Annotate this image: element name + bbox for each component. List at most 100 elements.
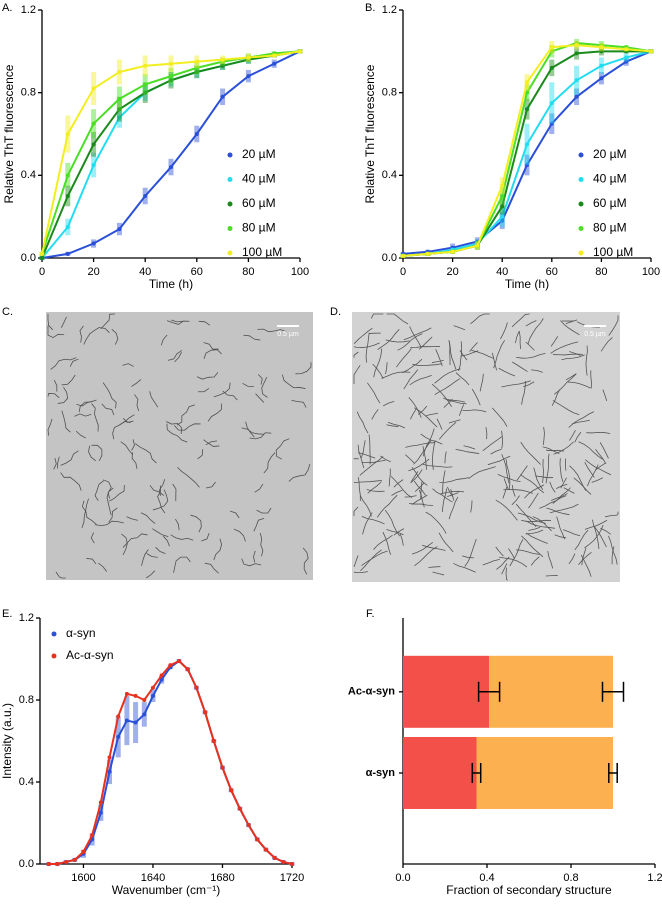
point xyxy=(220,94,225,99)
fibril xyxy=(413,480,426,496)
fibril xyxy=(353,365,361,385)
point xyxy=(500,218,505,223)
fibril xyxy=(256,507,272,514)
fibril xyxy=(605,511,619,518)
fibril xyxy=(75,430,87,439)
fibril xyxy=(131,439,135,451)
fibril xyxy=(198,320,211,326)
point xyxy=(281,859,286,864)
fibril xyxy=(574,529,589,551)
fibril xyxy=(233,528,246,542)
fibril xyxy=(201,533,210,542)
bar-segment xyxy=(403,736,477,809)
fibril xyxy=(242,382,254,387)
fibril xyxy=(134,443,157,464)
fibril xyxy=(86,558,97,565)
point xyxy=(72,857,77,862)
point xyxy=(177,659,182,664)
fibril xyxy=(57,386,69,404)
fibril xyxy=(411,541,434,555)
fibril xyxy=(408,397,422,418)
fibril xyxy=(411,471,419,482)
fibril xyxy=(524,484,545,499)
fibril xyxy=(207,403,223,422)
fibril xyxy=(359,456,384,476)
fibril xyxy=(439,477,469,483)
x-tick-label: 60 xyxy=(191,266,203,278)
point xyxy=(81,849,86,854)
fibril xyxy=(397,333,423,351)
fibril xyxy=(550,341,579,354)
error-bar xyxy=(608,762,618,783)
fibril xyxy=(584,524,604,549)
legend-label: 20 µM xyxy=(593,147,627,161)
point xyxy=(133,720,138,725)
fibril xyxy=(436,418,443,430)
x-axis-label: Wavenumber (cm⁻¹) xyxy=(112,883,221,897)
legend-label: 100 µM xyxy=(242,245,282,259)
fibril xyxy=(275,438,290,460)
y-tick-label: 0.4 xyxy=(382,169,397,181)
fibril xyxy=(530,556,540,566)
fibril xyxy=(60,316,67,328)
point xyxy=(574,51,579,56)
y-tick-label: 0.8 xyxy=(19,694,34,706)
fibril xyxy=(383,400,395,407)
fibril xyxy=(95,520,124,527)
legend-label: 20 µM xyxy=(242,147,276,161)
fibril xyxy=(126,516,139,521)
fibril xyxy=(60,472,82,491)
fibril xyxy=(499,556,528,568)
x-tick-label: 1640 xyxy=(141,872,165,884)
x-tick-label: 20 xyxy=(87,266,99,278)
fibril xyxy=(205,481,216,489)
fibril xyxy=(574,431,582,443)
fibril xyxy=(409,326,422,348)
fibril xyxy=(166,320,190,325)
fibril xyxy=(600,337,613,352)
point xyxy=(624,59,629,64)
fibril xyxy=(122,418,134,423)
point xyxy=(574,94,579,99)
fibril xyxy=(521,535,544,558)
fibril xyxy=(402,358,423,374)
fibril xyxy=(81,500,97,525)
fibril xyxy=(525,320,537,327)
legend-marker xyxy=(227,201,233,207)
point xyxy=(624,47,629,52)
panel-label: B. xyxy=(365,2,375,14)
legend-label: 80 µM xyxy=(242,221,276,235)
fibril xyxy=(470,500,473,513)
fibril xyxy=(91,403,99,432)
fibril xyxy=(376,494,398,518)
point xyxy=(272,53,277,58)
fibril xyxy=(528,527,541,531)
point xyxy=(203,710,208,715)
point xyxy=(143,194,148,198)
fibril xyxy=(491,352,498,371)
fibril xyxy=(167,350,183,361)
y-axis-label: Intensity (a.u.) xyxy=(0,703,14,779)
legend-marker xyxy=(227,226,233,231)
point xyxy=(599,63,604,68)
y-tick-label: 0.0 xyxy=(19,858,34,870)
fibril xyxy=(422,446,427,470)
scale-bar-label: 0.5 µm xyxy=(584,331,606,338)
fibril xyxy=(121,533,128,555)
panel-label: E. xyxy=(2,608,12,620)
fibril xyxy=(435,349,443,367)
x-tick-label: 0.8 xyxy=(563,872,578,884)
micrograph xyxy=(352,312,620,582)
fibril xyxy=(455,372,470,386)
fibril xyxy=(353,571,368,573)
fibril xyxy=(60,450,79,466)
y-tick-label: 0.8 xyxy=(21,87,36,99)
legend-marker xyxy=(51,631,57,637)
fibril xyxy=(390,475,413,499)
fibril xyxy=(501,454,510,484)
x-tick-label: 80 xyxy=(242,266,254,278)
fibril xyxy=(453,563,476,573)
fibril xyxy=(526,532,548,544)
fibril xyxy=(584,519,608,530)
fibril xyxy=(361,459,386,463)
